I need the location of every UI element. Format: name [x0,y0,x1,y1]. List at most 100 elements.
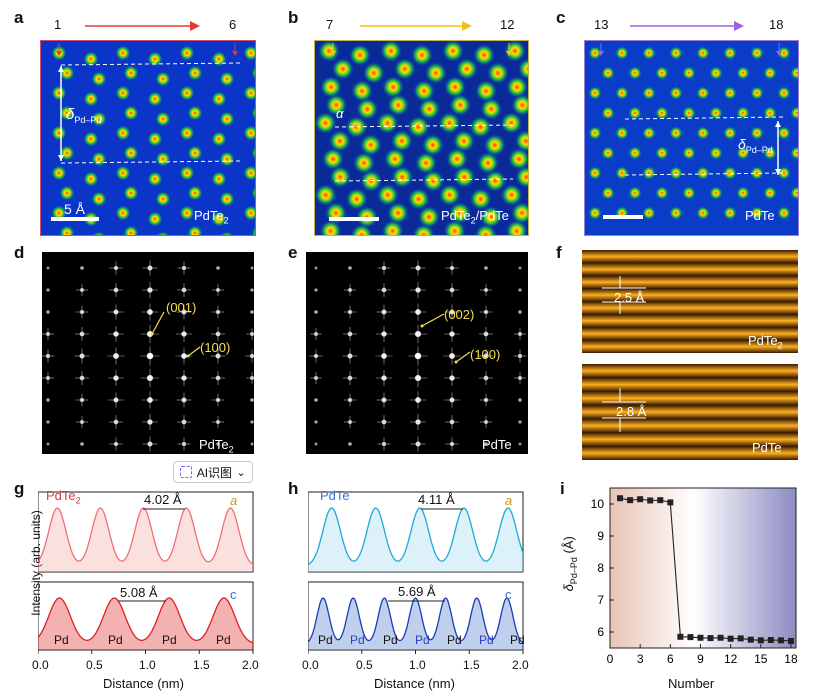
image-recognition-icon [180,466,193,478]
atom-label: Pd [479,633,494,647]
profile-plot-pdte [308,491,524,654]
y-tick-label: 7 [597,593,604,607]
layer-image-pdte2 [582,250,798,353]
profile-line [308,597,524,644]
fft-spot-label: (002) [444,307,475,322]
profile-plot-pdte2 [38,491,254,654]
atom-label: Pd [510,633,525,647]
period-value-a: 4.11 Å [418,492,455,507]
atom-label: Pd [162,633,177,647]
atom-label: Pd [216,633,231,647]
axis-label-c: c [230,587,237,602]
fft-pattern-pdte [306,252,528,454]
material-label-c: PdTe [745,208,775,223]
column-start-number: 7 [326,17,334,32]
fft-spot-label: (001) [166,300,197,315]
panel-label-h: h [288,479,299,498]
layer-image-pdte [582,364,798,460]
fft-spot-label: (100) [200,340,231,355]
data-point [767,637,774,643]
x-tick-label: 15 [754,652,768,666]
profile-line [308,507,524,566]
data-point [647,497,654,504]
panel-label-f: f [556,243,562,262]
y-tick-label: 9 [597,529,604,543]
direction-arrow-a [85,21,200,31]
x-tick-label: 1.0 [139,658,156,672]
column-end-number: 6 [229,17,237,32]
chevron-down-icon: ⌄ [236,466,246,479]
material-label-e: PdTe [482,437,512,452]
column-end-number: 18 [769,17,784,32]
data-point [787,637,794,644]
column-start-number: 13 [594,17,609,32]
column-start-number: 1 [54,17,62,32]
fft-spot-label: (100) [470,347,501,362]
material-label-d: PdTe2 [199,437,234,455]
data-point [777,637,784,644]
axis-label-a: a [505,493,513,508]
panel-label-b: b [288,8,299,27]
panel-label-c: c [556,8,566,27]
material-label-b: PdTe2/PdTe [441,208,509,226]
x-tick-label: 18 [784,652,798,666]
material-label-f-top: PdTe2 [748,333,783,351]
ai-button-label: AI识图 [196,465,233,480]
x-tick-label: 1.5 [463,658,480,672]
panel-label-g: g [14,479,25,498]
panel-label-e: e [288,243,298,262]
profile-fill [308,508,523,572]
scale-bar-label: 5 Å [64,201,86,217]
atom-label: Pd [383,633,398,647]
x-tick-label: 0.0 [32,658,49,672]
material-label-f-bottom: PdTe [752,440,782,455]
delta-label: δPd–Pd [66,106,102,125]
x-tick-label: 0.0 [302,658,319,672]
data-point [747,636,754,643]
plot-material-label-h: PdTe [320,488,350,503]
direction-arrow-c [630,21,744,31]
x-tick-label: 12 [724,652,738,666]
atom-label: Pd [54,633,69,647]
panel-label-i: i [560,479,565,498]
x-axis-label: Distance (nm) [374,676,455,691]
direction-arrow-b [360,21,472,31]
plot-material-label-g: PdTe2 [46,488,81,506]
profile-fill [38,508,253,572]
data-point [617,495,624,502]
stem-image-pdte2 [40,40,256,236]
x-tick-label: 6 [667,652,674,666]
layer-spacing-label: 2.8 Å [616,404,647,419]
column-end-number: 12 [500,17,515,32]
data-point [627,497,634,504]
profile-fill [308,598,523,650]
axis-label-c: c [505,587,512,602]
x-tick-label: 9 [697,652,704,666]
atom-label: Pd [350,633,365,647]
period-value-a: 4.02 Å [144,492,182,507]
y-tick-label: 6 [597,625,604,639]
period-value-c: 5.08 Å [120,585,158,600]
atom-label: Pd [415,633,430,647]
alpha-label: α [336,106,344,121]
data-point [737,635,744,642]
delta-vs-number-chart: 6 7 8 9 10 0 3 6 9 12 15 18 [591,487,798,666]
x-tick-label: 1.0 [409,658,426,672]
y-tick-label: 8 [597,561,604,575]
axis-label-a: a [230,493,238,508]
plot-area [609,487,797,649]
fft-pattern-pdte2 [42,252,254,454]
panel-label-a: a [14,8,24,27]
data-point [677,633,684,640]
profile-line [38,597,254,644]
material-label-a: PdTe2 [194,208,229,226]
data-point [657,497,664,504]
atom-label: Pd [447,633,462,647]
atom-label: Pd [318,633,333,647]
stem-image-interface [314,40,529,236]
data-point [707,635,714,642]
x-tick-label: 0 [607,652,614,666]
data-point [757,637,764,644]
ai-recognize-button[interactable]: AI识图 ⌄ [173,461,253,483]
x-tick-label: 0.5 [86,658,103,672]
